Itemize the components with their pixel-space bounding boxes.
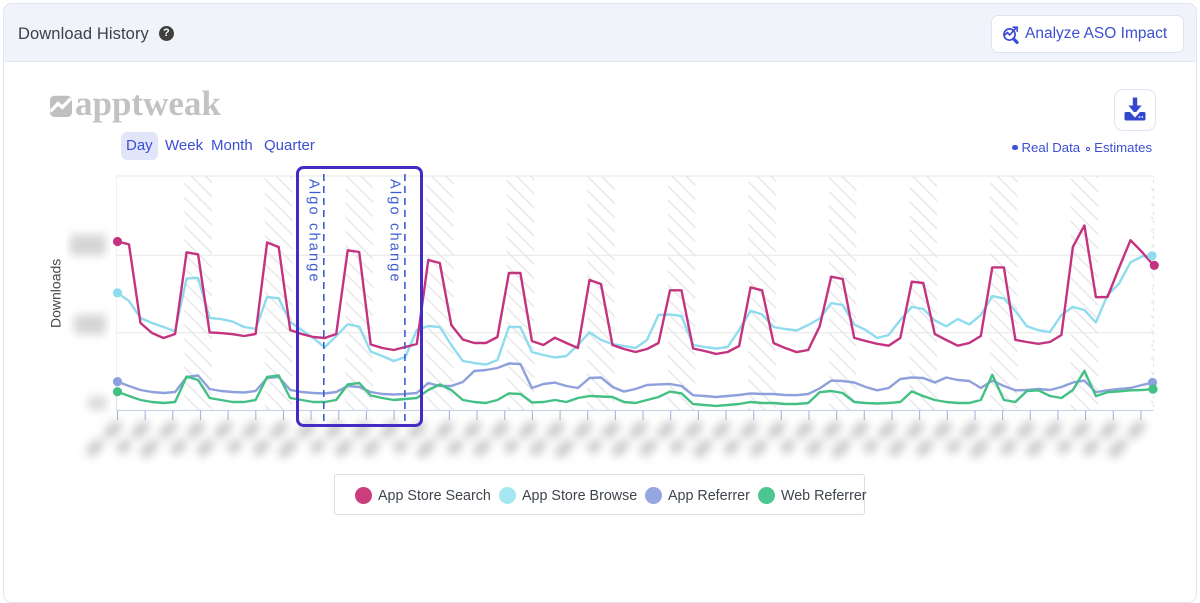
svg-text:Downloads: Downloads: [48, 259, 64, 328]
svg-text:Algo change: Algo change: [306, 179, 322, 284]
svg-text:Algo change: Algo change: [387, 179, 403, 284]
